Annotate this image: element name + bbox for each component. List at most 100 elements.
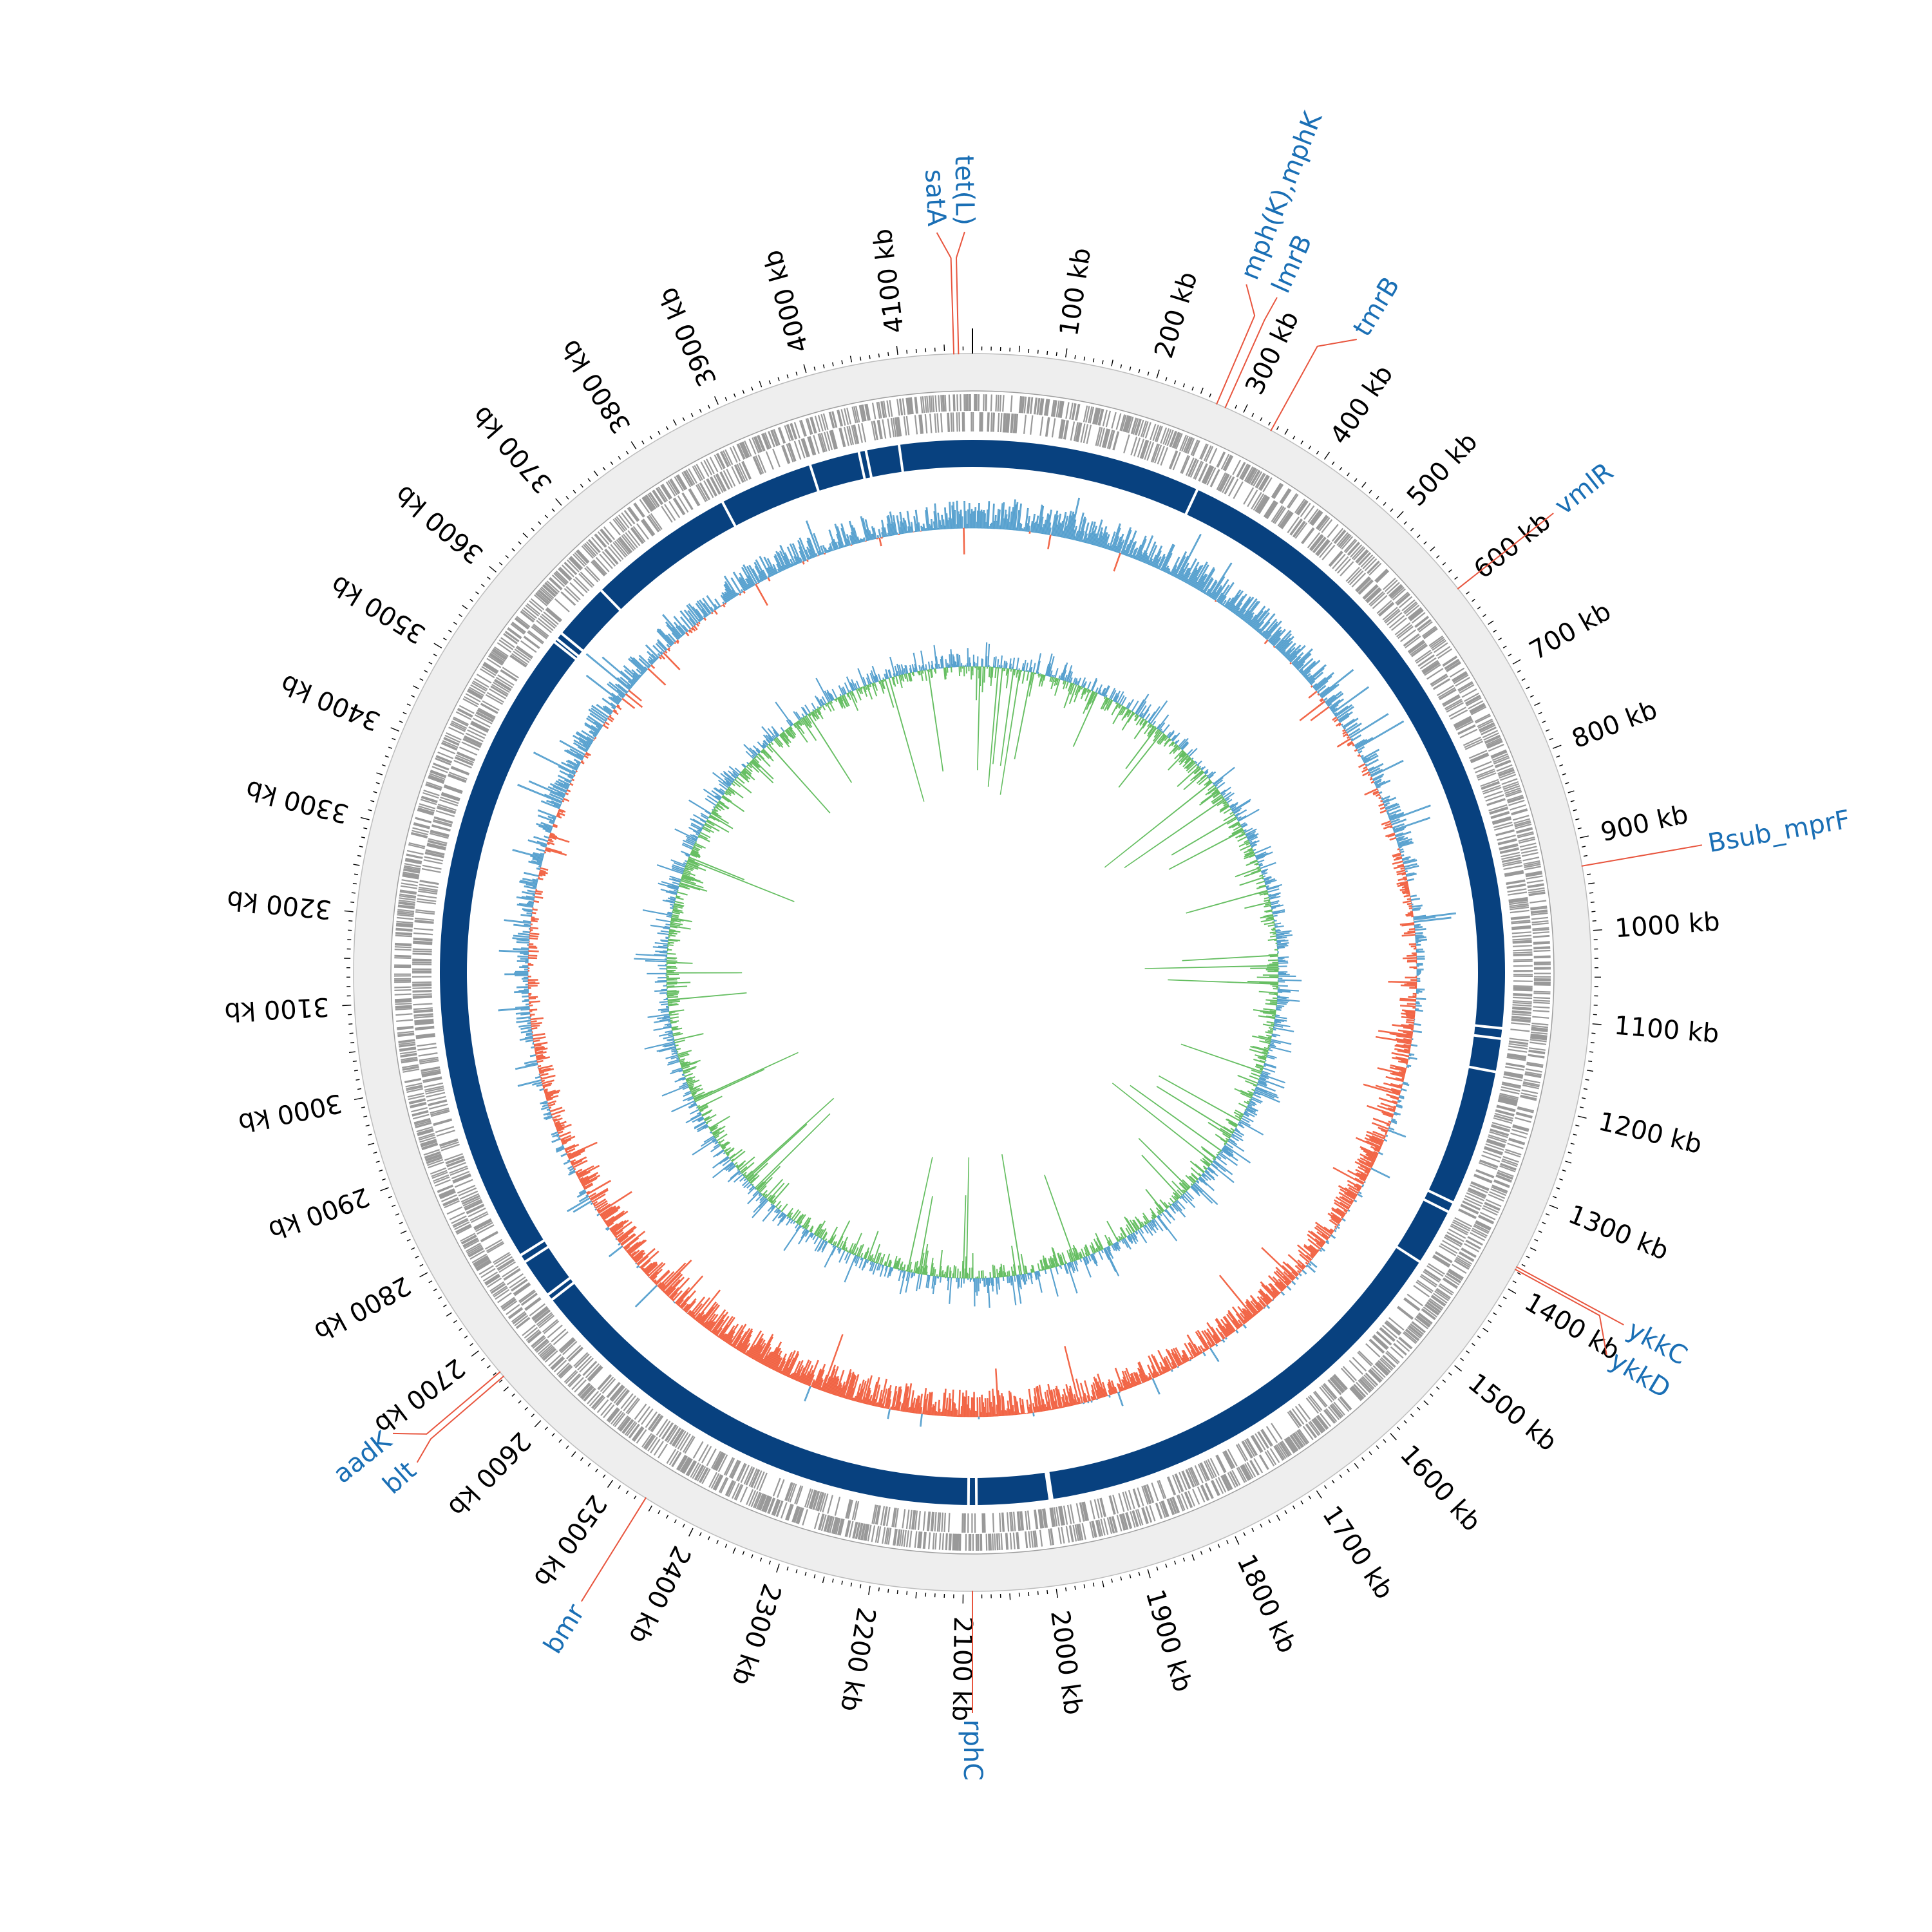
contig-gap — [523, 1245, 551, 1264]
gene-label-leader-line — [581, 1497, 647, 1602]
axis-tick-label-group: 2400 kb — [623, 1541, 696, 1648]
axis-tick-label: 2400 kb — [623, 1541, 696, 1648]
gene-label-leader-line — [1514, 1268, 1607, 1356]
axis-tick-label-group: 1100 kb — [1613, 1011, 1720, 1049]
contig-gap — [1184, 487, 1200, 516]
axis-tick-label: 1000 kb — [1614, 907, 1721, 943]
cds-reverse-strand — [412, 412, 1533, 1533]
axis-tick-label-group: 3500 kb — [326, 569, 431, 649]
gc-skew-positive — [634, 642, 1302, 1308]
axis-tick-label: 1700 kb — [1316, 1501, 1399, 1604]
axis-tick-label-group: 2600 kb — [442, 1426, 536, 1522]
contig-gap — [552, 639, 578, 661]
gene-label-leader-line — [1457, 513, 1554, 590]
gc-skew-negative — [666, 666, 1279, 1279]
cds-forward-strand — [393, 393, 1551, 1551]
gene-label-leader-line — [416, 1375, 505, 1463]
axis-tick-label: 3200 kb — [225, 885, 333, 925]
axis-tick-label: 900 kb — [1598, 800, 1690, 848]
axis-tick-label-group: 4100 kb — [868, 227, 910, 335]
gene-label-group: satA — [919, 169, 951, 227]
gene-label-leader-line — [1224, 297, 1278, 409]
gene-label-group: bmr — [538, 1599, 591, 1659]
axis-tick-label: 4100 kb — [868, 227, 910, 335]
contig-gap — [1426, 1188, 1455, 1205]
axis-tick-label: 2500 kb — [527, 1490, 612, 1593]
axis-tick-label: 1400 kb — [1519, 1287, 1625, 1367]
axis-tick-label-group: 3900 kb — [653, 283, 723, 391]
axis-tick-label: 2000 kb — [1045, 1609, 1088, 1717]
gene-label: Bsub_mprF — [1706, 805, 1852, 859]
axis-tick-label-group: 2500 kb — [527, 1490, 612, 1593]
axis-tick-label-group: 3800 kb — [555, 334, 637, 439]
contig-gap — [808, 462, 820, 493]
axis-tick-label-group: 3100 kb — [223, 992, 330, 1027]
axis-tick-label: 1600 kb — [1394, 1439, 1487, 1537]
gene-label: vmlR — [1549, 457, 1619, 521]
axis-tick-label-group: 500 kb — [1401, 427, 1484, 512]
contig-gap — [1421, 1197, 1451, 1214]
gene-label: rphC — [958, 1719, 987, 1781]
gene-label-leader-line — [1270, 339, 1357, 431]
gene-label: bmr — [538, 1599, 591, 1659]
gc-content-above-average — [498, 497, 1456, 1427]
axis-tick-label: 500 kb — [1401, 427, 1484, 512]
axis-tick-label-group: 1200 kb — [1596, 1107, 1705, 1160]
axis-tick-label: 2300 kb — [726, 1580, 786, 1689]
axis-tick-label-group: 2900 kb — [265, 1181, 374, 1245]
axis-tick-label: 3000 kb — [236, 1088, 345, 1138]
axis-tick-label: 3500 kb — [326, 569, 431, 649]
axis-tick-label-group: 4000 kb — [758, 247, 815, 355]
axis-tick-label-group: 2000 kb — [1045, 1609, 1088, 1717]
axis-tick-label: 2600 kb — [442, 1426, 536, 1522]
gene-label-leader-line — [392, 1371, 501, 1435]
contig-gap — [559, 631, 585, 653]
contig-gap — [1466, 1065, 1498, 1074]
axis-tick-label: 3900 kb — [653, 283, 723, 391]
gc-content-below-average — [527, 527, 1417, 1417]
axis-tick-label: 2900 kb — [265, 1181, 374, 1245]
axis-tick-label-group: 1400 kb — [1519, 1287, 1625, 1367]
axis-tick-label: 1100 kb — [1613, 1011, 1720, 1049]
backbone-ring — [440, 440, 1505, 1505]
contig-gap — [1472, 1034, 1503, 1041]
contig-backbone-track — [440, 440, 1505, 1507]
gene-label-leader-line — [1515, 1266, 1624, 1326]
contig-gap — [1044, 1470, 1052, 1502]
gene-label-leader-line — [1581, 844, 1703, 867]
contig-gap — [549, 1280, 576, 1302]
gene-label: tmrB — [1347, 272, 1405, 341]
axis-tick-label-group: 800 kb — [1568, 695, 1662, 754]
axis-tick-label-group: 3000 kb — [236, 1088, 345, 1138]
gene-label-group: tet(L) — [949, 155, 980, 225]
contig-gap — [1473, 1024, 1504, 1030]
gene-label-group: vmlR — [1549, 457, 1619, 521]
contig-gap — [857, 450, 867, 481]
axis-tick-label-group: 3300 kb — [243, 774, 352, 829]
axis-tick-label-group: 3700 kb — [467, 401, 558, 499]
inner-ring-edge — [390, 390, 1555, 1555]
axis-tick-label-group: 700 kb — [1524, 596, 1616, 666]
axis-tick-label: 4000 kb — [758, 247, 815, 355]
axis-tick-label: 1900 kb — [1140, 1586, 1198, 1695]
contig-gap — [554, 636, 581, 659]
axis-tick-label-group: 1600 kb — [1394, 1439, 1487, 1537]
axis-tick-label-group: 200 kb — [1149, 269, 1204, 362]
axis-tick-label: 400 kb — [1325, 360, 1399, 450]
axis-tick-label: 200 kb — [1149, 269, 1204, 362]
gene-label-group: tmrB — [1347, 272, 1405, 341]
contig-gap — [599, 588, 623, 612]
axis-tick-label-group: 3200 kb — [225, 885, 333, 925]
gene-label: tet(L) — [949, 155, 980, 225]
axis-tick-label: 1200 kb — [1596, 1107, 1705, 1160]
contig-gap — [897, 442, 905, 474]
axis-tick-label: 3100 kb — [223, 992, 330, 1027]
axis-tick-label-group: 900 kb — [1598, 800, 1690, 848]
axis-tick-label-group: 1900 kb — [1140, 1586, 1198, 1695]
axis-tick-label: 1300 kb — [1564, 1200, 1672, 1267]
axis-tick-label-group: 3400 kb — [276, 668, 384, 737]
axis-tick-label: 800 kb — [1568, 695, 1662, 754]
axis-tick-label-group: 400 kb — [1325, 360, 1399, 450]
contig-gap — [1394, 1245, 1422, 1264]
contig-gap — [1046, 1470, 1054, 1501]
